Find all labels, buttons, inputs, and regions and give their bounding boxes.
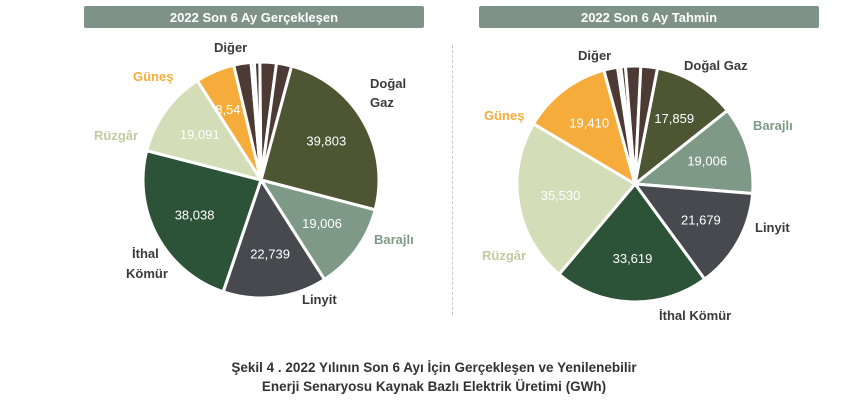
chart-title-actual: 2022 Son 6 Ay Gerçekleşen	[84, 6, 424, 28]
label-dogal-gaz-line2: Gaz	[370, 95, 394, 110]
slice-value-label: 19,006	[687, 153, 727, 168]
pie-slice-actual-1	[259, 178, 377, 281]
label-ithal-komur-forecast: İthal Kömür	[659, 308, 731, 323]
slice-value-label: 8,547	[215, 102, 248, 117]
slice-value-label: 19,410	[569, 115, 609, 130]
label-barajli-forecast: Barajlı	[753, 118, 793, 133]
label-gunes: Güneş	[133, 69, 173, 84]
label-linyit: Linyit	[302, 292, 337, 307]
slice-value-label: 33,619	[613, 251, 653, 266]
label-ruzgar-forecast: Rüzgâr	[482, 248, 526, 263]
pie-slice-actual-2	[221, 178, 326, 300]
pie-charts: 39,803 19,006 22,739 38,038 19,091 8,547 17,8…	[94, 40, 793, 323]
figure-caption: Şekil 4 . 2022 Yılının Son 6 Ayı İçin Ge…	[0, 358, 868, 396]
pie-forecast: 17,859 19,006 21,679 33,619 35,530 19,410	[515, 64, 755, 304]
pie-slice-forecast-0	[633, 66, 729, 186]
slice-value-label: 22,739	[250, 246, 290, 261]
pie-slice-actual-3	[141, 149, 263, 294]
pie-slice-actual-0	[259, 64, 381, 212]
label-barajli: Barajlı	[374, 232, 414, 247]
slice-value-label: 38,038	[175, 207, 215, 222]
label-ruzgar: Rüzgâr	[94, 128, 138, 143]
slice-value-label: 35,530	[541, 188, 581, 203]
label-ithal-komur-line2: Kömür	[126, 266, 168, 281]
label-gunes-forecast: Güneş	[484, 108, 524, 123]
pie-slice-forecast-1	[633, 109, 755, 196]
label-diger: Diğer	[214, 40, 247, 55]
pie-slice-forecast-3	[557, 182, 707, 304]
pie-slice-forecast-2	[633, 182, 755, 281]
label-dogal-gaz-line1: Doğal	[370, 76, 406, 91]
slice-value-label: 19,006	[302, 216, 342, 231]
caption-line-1: Şekil 4 . 2022 Yılının Son 6 Ayı İçin Ge…	[231, 360, 637, 375]
pie-slice-actual-10	[259, 61, 294, 182]
pie-slice-forecast-5	[531, 68, 637, 186]
slice-value-label: 21,679	[681, 212, 721, 227]
label-dogal-gaz-forecast: Doğal Gaz	[684, 58, 748, 73]
panel-divider	[452, 45, 453, 315]
pie-slice-forecast-4	[515, 122, 637, 276]
label-linyit-forecast: Linyit	[755, 220, 790, 235]
caption-line-2: Enerji Senaryosu Kaynak Bazlı Elektrik Ü…	[261, 379, 607, 394]
pie-slice-actual-4	[145, 79, 263, 182]
slice-value-label: 17,859	[654, 111, 694, 126]
label-ithal-komur-line1: İthal	[132, 246, 159, 261]
slice-value-label: 19,091	[180, 127, 220, 142]
slice-value-label: 39,803	[306, 133, 346, 148]
pie-actual: 39,803 19,006 22,739 38,038 19,091 8,547	[141, 60, 381, 300]
label-diger-forecast: Diğer	[578, 48, 611, 63]
chart-title-forecast: 2022 Son 6 Ay Tahmin	[479, 6, 819, 28]
pie-slice-forecast-10	[633, 64, 660, 186]
